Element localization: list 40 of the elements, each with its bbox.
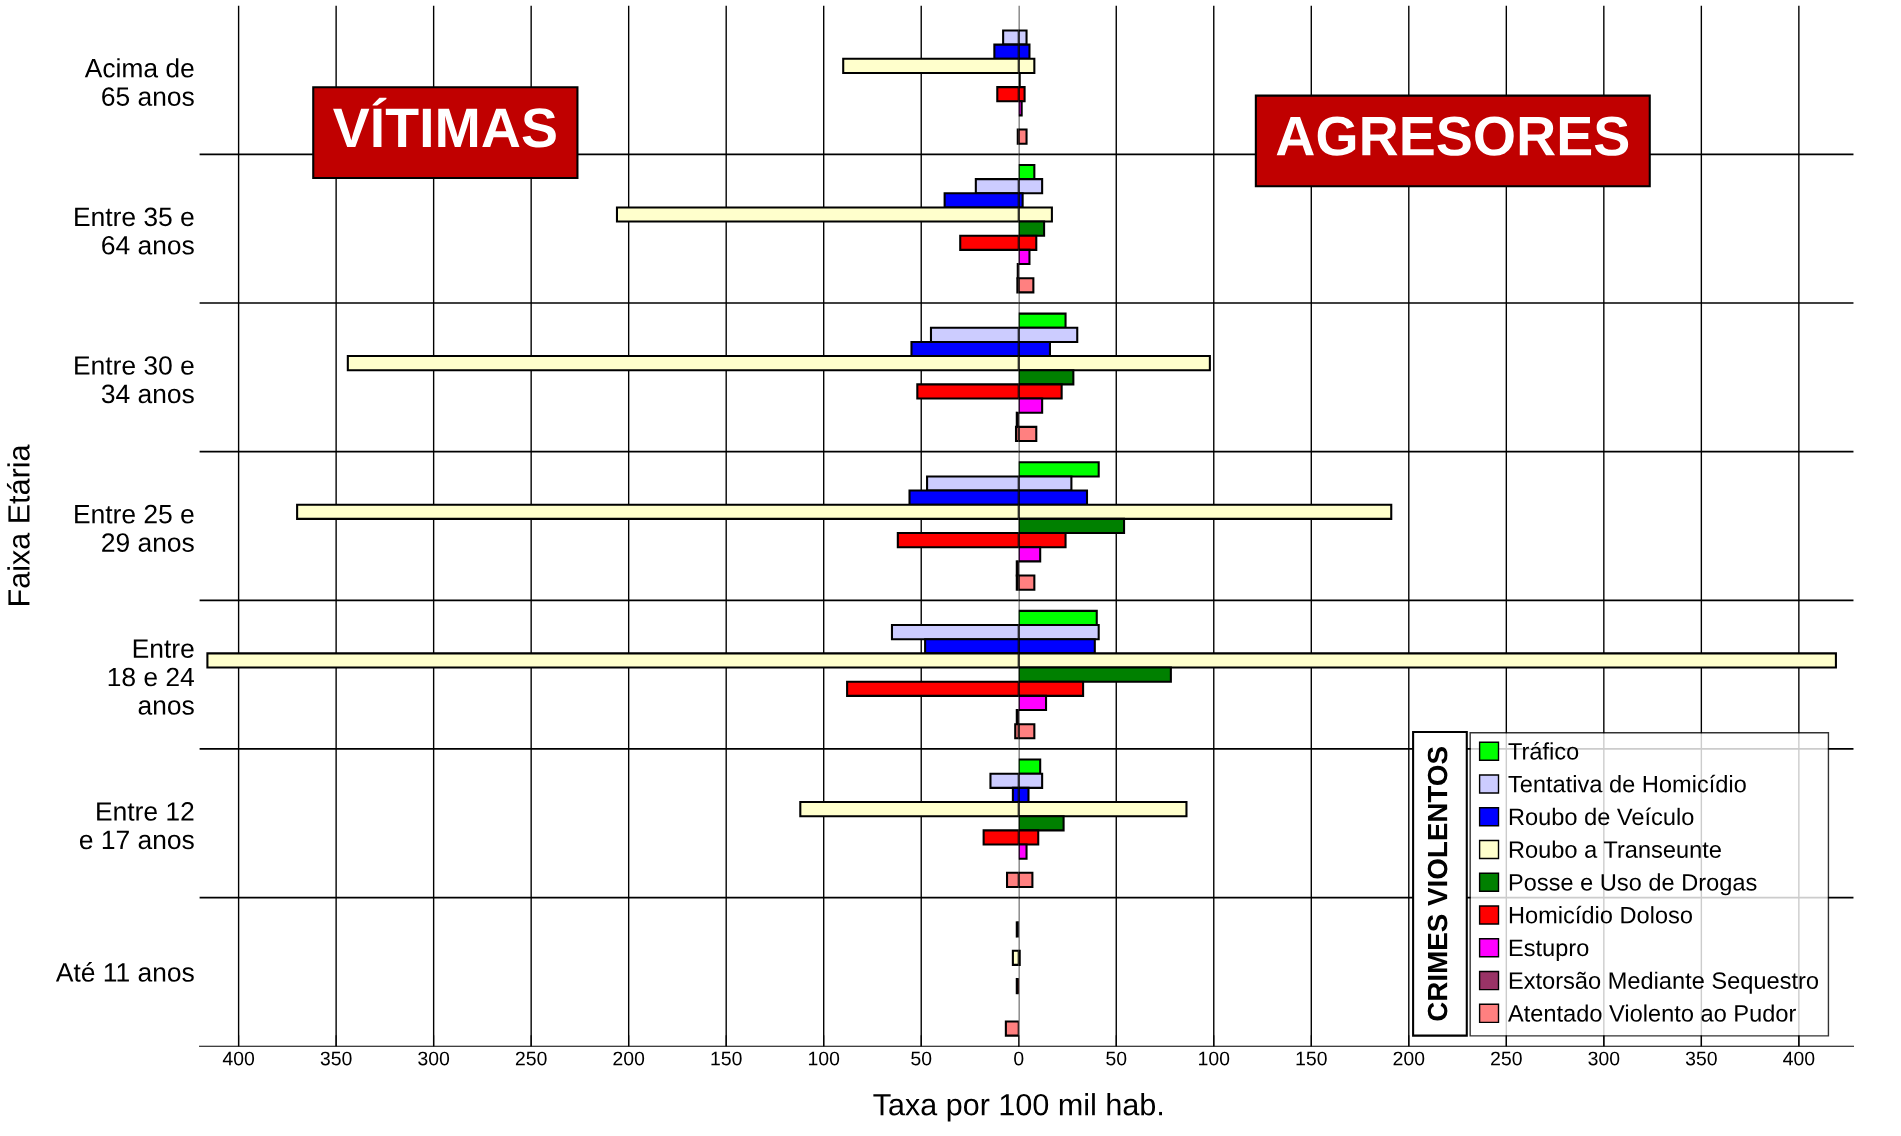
x-tick-label: 350 bbox=[320, 1051, 352, 1066]
legend-label: Homicídio Doloso bbox=[1509, 905, 1692, 924]
x-tick-label: 50 bbox=[911, 1051, 932, 1066]
bar bbox=[1018, 277, 1035, 294]
y-tick-label: Entre 35 e 64 anos bbox=[75, 207, 194, 255]
x-tick-label: 300 bbox=[418, 1051, 450, 1066]
y-tick-label: Acima de 65 anos bbox=[84, 58, 194, 106]
bar bbox=[1018, 128, 1028, 145]
x-tick-label: 150 bbox=[1296, 1051, 1327, 1066]
x-tick-label: 250 bbox=[1491, 1051, 1522, 1066]
x-tick-label: 200 bbox=[1393, 1051, 1425, 1066]
x-tick-label: 250 bbox=[515, 1051, 547, 1066]
y-tick-label: Entre 18 e 24 anos bbox=[108, 639, 194, 715]
y-tick-label: Entre 30 e 34 anos bbox=[75, 356, 194, 404]
legend-label: Tentativa de Homicídio bbox=[1508, 774, 1746, 793]
legend-label: Tráfico bbox=[1508, 742, 1579, 760]
x-tick-label: 50 bbox=[1106, 1051, 1127, 1066]
x-tick-label: 200 bbox=[613, 1051, 645, 1066]
y-tick-label: Entre 25 e 29 anos bbox=[75, 504, 194, 552]
annotation: VÍTIMAS bbox=[333, 97, 556, 148]
legend-label: Estupro bbox=[1509, 939, 1589, 961]
legend-label: Roubo de Veículo bbox=[1509, 807, 1694, 826]
x-tick-label: 400 bbox=[1783, 1051, 1815, 1066]
x-tick-label: 0 bbox=[1014, 1051, 1024, 1066]
legend-title: CRIMES VIOLENTOS bbox=[1427, 747, 1448, 1021]
y-axis-title: Faixa Etária bbox=[6, 444, 30, 605]
x-tick-label: 350 bbox=[1685, 1051, 1717, 1066]
x-tick-label: 100 bbox=[1199, 1051, 1230, 1066]
y-tick-label: Até 11 anos bbox=[55, 962, 194, 982]
legend-label: Extorsão Mediante Sequestro bbox=[1509, 971, 1819, 994]
x-tick-label: 400 bbox=[222, 1051, 255, 1066]
x-axis-title: Taxa por 100 mil hab. bbox=[873, 1093, 1163, 1122]
annotation: AGRESORES bbox=[1276, 116, 1629, 156]
legend-label: Posse e Uso de Drogas bbox=[1509, 873, 1757, 896]
x-tick-label: 150 bbox=[711, 1051, 742, 1066]
x-tick-label: 300 bbox=[1588, 1051, 1620, 1066]
y-tick-label: Entre 12 e 17 anos bbox=[79, 802, 194, 850]
legend-label: Atentado Violento ao Pudor bbox=[1508, 1004, 1796, 1022]
legend-label: Roubo a Transeunte bbox=[1509, 840, 1721, 858]
x-tick-label: 100 bbox=[808, 1051, 840, 1066]
